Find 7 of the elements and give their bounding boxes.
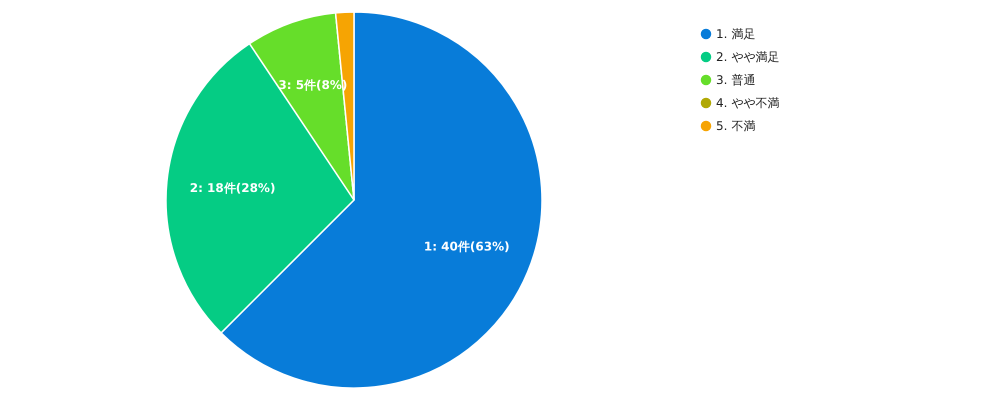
legend-label: 4. やや不満 [716,96,780,110]
data-label: 1: 40件(63%) [424,240,510,254]
legend-label: 2. やや満足 [716,50,780,64]
legend-label: 3. 普通 [716,73,756,87]
legend-label: 5. 不満 [716,119,756,133]
data-label: 2: 18件(28%) [190,181,276,196]
legend-label: 1. 満足 [716,27,756,41]
